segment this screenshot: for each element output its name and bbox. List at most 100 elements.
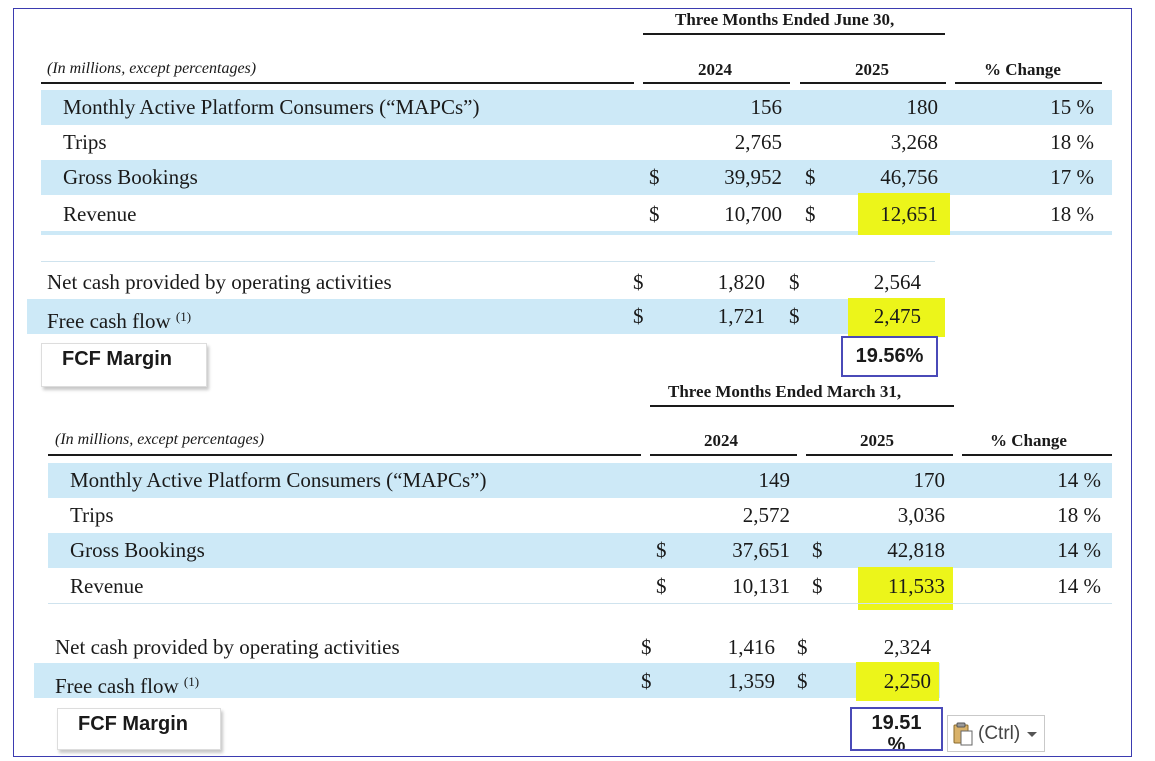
q2-band-row-3 (41, 160, 1112, 195)
q1-header-rule-2024 (650, 454, 797, 456)
footnote-marker: (1) (183, 674, 200, 689)
q1-row-dollar-2025: $ (812, 538, 823, 562)
q2-cash-dollar-2025: $ (789, 270, 800, 294)
q2-row-label: Trips (63, 130, 107, 154)
q2-band-fcf (27, 299, 935, 334)
q1-row-dollar-2024: $ (656, 574, 667, 598)
q1-cash-rule (48, 603, 1112, 604)
q1-header-rule (48, 454, 641, 456)
q2-cash-dollar-2024: $ (633, 304, 644, 328)
q1-fcf-margin-value-number: 19.51 (871, 712, 922, 734)
q2-col-change: % Change (984, 60, 1061, 79)
footnote-marker: (1) (175, 309, 192, 324)
q2-cash-2025-value: 2,564 (873, 270, 921, 294)
q2-cash-2025-value: 2,475 (873, 304, 921, 328)
q1-row-dollar-2025: $ (812, 574, 823, 598)
q1-row-2025-value: 3,036 (897, 503, 945, 527)
q1-fcf-margin-label: FCF Margin (57, 708, 221, 750)
q1-col-2024: 2024 (704, 431, 738, 450)
q2-row-label: Gross Bookings (63, 165, 198, 189)
q1-row-label: Trips (70, 503, 114, 527)
q2-row-change: 18 % (1050, 202, 1094, 226)
q2-row-dollar-2024: $ (649, 165, 660, 189)
q2-cash-label: Net cash provided by operating activitie… (47, 270, 392, 294)
q2-row-2025-value: 180 (906, 95, 939, 119)
q1-row-dollar-2024: $ (656, 538, 667, 562)
q2-row-2025-value: 46,756 (880, 165, 938, 189)
q1-cash-label: Net cash provided by operating activitie… (55, 635, 400, 659)
q1-row-2024-value: 2,572 (742, 503, 790, 527)
q1-row-2025-value: 42,818 (887, 538, 945, 562)
q2-header-rule (41, 82, 634, 84)
q2-row-dollar-2024: $ (649, 202, 660, 226)
q2-fcf-2025-highlight (848, 298, 945, 337)
q1-cash-dollar-2025: $ (797, 635, 808, 659)
q1-cash-2025-value: 2,324 (883, 635, 931, 659)
q2-row-2024-value: 156 (750, 95, 783, 119)
q2-cash-dollar-2025: $ (789, 304, 800, 328)
q1-row-change: 18 % (1057, 503, 1101, 527)
q1-revenue-2025-highlight (858, 567, 953, 610)
q1-row-label: Revenue (70, 574, 144, 598)
q1-period-rule (650, 405, 954, 407)
q1-col-2025: 2025 (860, 431, 894, 450)
q1-fcf-margin-value: 19.51 % (850, 707, 943, 751)
q1-row-change: 14 % (1057, 574, 1101, 598)
q2-row-2025-value: 3,268 (890, 130, 938, 154)
q2-row-dollar-2025: $ (805, 165, 816, 189)
q2-units-note: (In millions, except percentages) (47, 60, 257, 77)
q1-row-change: 14 % (1057, 468, 1101, 492)
q2-row-label: Revenue (63, 202, 137, 226)
q2-cash-dollar-2024: $ (633, 270, 644, 294)
q2-band-row-1 (41, 90, 1112, 125)
q2-cash-label: Free cash flow (1) (47, 309, 192, 333)
q1-cash-2024-value: 1,359 (727, 669, 775, 693)
q1-cash-dollar-2024: $ (641, 635, 652, 659)
q1-units-note: (In millions, except percentages) (55, 431, 265, 448)
q2-cash-2024-value: 1,721 (717, 304, 765, 328)
q2-row-change: 15 % (1050, 95, 1094, 119)
q2-row-2025-value: 12,651 (880, 202, 938, 226)
q2-band-bottom (41, 231, 1112, 235)
q1-row-2024-value: 149 (758, 468, 791, 492)
q1-row-2024-value: 37,651 (732, 538, 790, 562)
q1-cash-label: Free cash flow (1) (55, 674, 200, 698)
q2-revenue-2025-highlight (858, 193, 950, 235)
q1-row-change: 14 % (1057, 538, 1101, 562)
q1-col-change: % Change (990, 431, 1067, 450)
q2-row-2024-value: 39,952 (724, 165, 782, 189)
q1-row-2025-value: 170 (913, 468, 946, 492)
q1-band-row-3 (48, 533, 1112, 568)
q2-header-rule-2024 (643, 82, 790, 84)
document-frame (13, 8, 1132, 757)
q1-cash-2024-value: 1,416 (727, 635, 775, 659)
q2-header-rule-change (955, 82, 1102, 84)
q2-cash-2024-value: 1,820 (717, 270, 765, 294)
paste-options-label: (Ctrl) (978, 722, 1021, 744)
q1-period-header: Three Months Ended March 31, (668, 382, 902, 401)
q1-header-rule-2025 (806, 454, 953, 456)
q1-header-rule-change (962, 454, 1112, 456)
q1-band-fcf (34, 663, 940, 698)
q1-cash-dollar-2024: $ (641, 669, 652, 693)
q2-col-2024: 2024 (698, 60, 732, 79)
q2-row-dollar-2025: $ (805, 202, 816, 226)
q2-row-2024-value: 2,765 (734, 130, 782, 154)
q1-band-row-1 (48, 463, 1112, 498)
q2-cash-rule (41, 261, 935, 262)
q2-row-change: 18 % (1050, 130, 1094, 154)
q1-fcf-2025-highlight (856, 662, 939, 701)
q2-fcf-margin-label: FCF Margin (41, 343, 207, 387)
q2-row-label: Monthly Active Platform Consumers (“MAPC… (63, 95, 480, 119)
caret-down-icon[interactable] (1026, 723, 1038, 745)
q1-cash-2025-value: 2,250 (883, 669, 931, 693)
q2-col-2025: 2025 (855, 60, 889, 79)
q1-row-2024-value: 10,131 (732, 574, 790, 598)
q1-cash-dollar-2025: $ (797, 669, 808, 693)
q2-row-2024-value: 10,700 (724, 202, 782, 226)
clipboard-icon (952, 721, 976, 747)
q1-row-label: Monthly Active Platform Consumers (“MAPC… (70, 468, 487, 492)
paste-options-button[interactable]: (Ctrl) (947, 715, 1045, 752)
q2-fcf-margin-value: 19.56% (841, 336, 938, 377)
q1-row-label: Gross Bookings (70, 538, 205, 562)
